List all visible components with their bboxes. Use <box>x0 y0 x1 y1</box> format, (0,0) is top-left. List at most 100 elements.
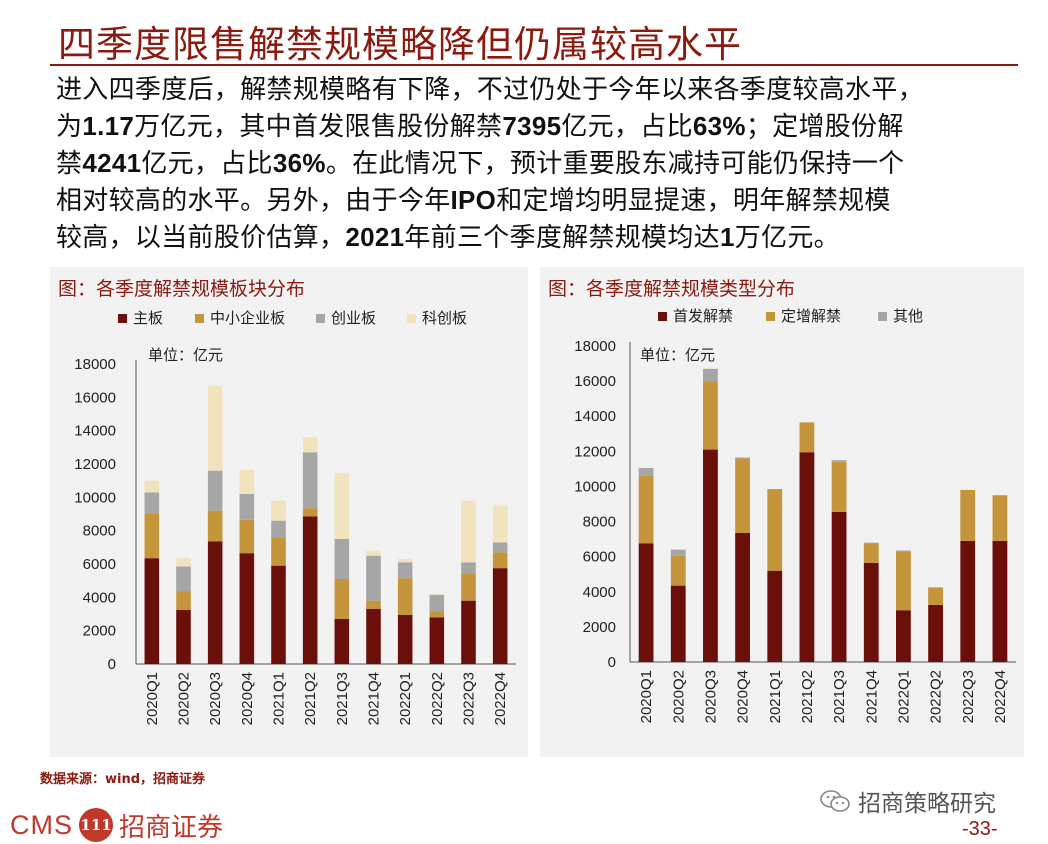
summary-line-2: 为1.17万亿元，其中首发限售股份解禁7395亿元，占比63%；定增股份解 <box>56 108 1026 145</box>
bar-segment <box>239 553 255 664</box>
x-tick-label: 2022Q3 <box>461 672 478 725</box>
bar-segment <box>960 540 976 662</box>
y-tick-label: 6000 <box>583 549 616 566</box>
text-run: 亿元，占比 <box>561 112 693 142</box>
page-title: 四季度限售解禁规模略降但仍属较高水平 <box>58 23 742 66</box>
bar-segment <box>863 562 879 662</box>
highlight-number: 2021 <box>345 222 405 252</box>
bar-segment <box>302 516 318 664</box>
y-tick-label: 16000 <box>574 373 616 390</box>
wechat-account-name: 招商策略研究 <box>858 791 996 817</box>
x-tick-label: 2021Q2 <box>302 672 319 725</box>
bar-segment <box>366 555 381 601</box>
bar-segment <box>928 587 943 605</box>
bar-segment <box>831 460 847 462</box>
x-tick-label: 2022Q2 <box>928 670 945 723</box>
bar-segment <box>207 385 223 471</box>
wechat-icon <box>820 789 850 813</box>
x-tick-label: 2020Q4 <box>735 670 752 723</box>
y-tick-label: 10000 <box>74 489 116 506</box>
bar-segment <box>144 514 160 559</box>
title-divider <box>50 64 1018 66</box>
chart-title: 图：各季度解禁规模类型分布 <box>548 278 795 300</box>
legend-label: 首发解禁 <box>673 307 733 325</box>
text-run: ；定增股份解 <box>745 112 904 142</box>
bar-segment <box>334 473 350 539</box>
bar-segment <box>271 537 286 566</box>
x-tick-label: 2022Q4 <box>492 672 509 725</box>
y-tick-label: 12000 <box>74 456 116 473</box>
x-tick-label: 2022Q1 <box>895 670 912 723</box>
y-tick-label: 0 <box>108 656 116 673</box>
bar-segment <box>207 470 223 511</box>
bar-segment <box>302 508 318 517</box>
highlight-number: 1 <box>719 222 735 252</box>
bar-segment <box>429 611 445 618</box>
chart-title: 图：各季度解禁规模板块分布 <box>58 278 305 300</box>
bar-segment <box>638 543 654 662</box>
bar-segment <box>429 617 445 664</box>
wechat-watermark: 招商策略研究 <box>820 784 996 818</box>
bar-segment <box>863 542 879 544</box>
legend-label: 科创板 <box>422 309 467 327</box>
bar-segment <box>207 510 223 542</box>
bar-segment <box>176 558 191 567</box>
summary-line-5: 较高，以当前股价估算，2021年前三个季度解禁规模均达1万亿元。 <box>56 219 1026 256</box>
bar-segment <box>492 552 508 569</box>
y-tick-label: 18000 <box>74 356 116 373</box>
bar-segment <box>799 452 815 662</box>
bar-segment <box>831 511 847 662</box>
x-tick-label: 2022Q1 <box>397 672 414 725</box>
company-logo: CMS 111 招商证券 <box>10 806 223 844</box>
legend-swatch <box>878 312 887 321</box>
bar-segment <box>366 600 381 609</box>
legend-label: 主板 <box>133 309 163 327</box>
bar-segment <box>461 500 476 563</box>
y-tick-label: 4000 <box>83 589 116 606</box>
legend-swatch <box>316 314 325 323</box>
x-tick-label: 2020Q1 <box>638 670 655 723</box>
bar-segment <box>960 489 976 541</box>
y-tick-label: 14000 <box>574 408 616 425</box>
bar-segment <box>429 594 445 595</box>
x-tick-label: 2021Q4 <box>366 672 383 725</box>
bar-segment <box>461 600 476 664</box>
bar-segment <box>735 457 750 459</box>
legend-label: 其他 <box>893 307 923 325</box>
y-tick-label: 14000 <box>74 423 116 440</box>
legend-swatch <box>195 314 204 323</box>
y-tick-label: 6000 <box>83 556 116 573</box>
bar-segment <box>144 480 160 493</box>
bar-segment <box>670 585 686 662</box>
text-run: 为 <box>56 112 83 142</box>
bar-segment <box>334 579 350 619</box>
bar-segment <box>735 458 750 533</box>
legend-swatch <box>766 312 775 321</box>
bar-segment <box>207 541 223 664</box>
data-source-note: 数据来源：wind，招商证券 <box>40 772 206 787</box>
bar-segment <box>638 475 654 544</box>
text-run: 禁 <box>56 149 83 179</box>
bar-segment <box>334 539 350 579</box>
bar-segment <box>703 449 718 662</box>
bar-segment <box>461 562 476 574</box>
bar-segment <box>461 573 476 601</box>
bar-segment <box>492 542 508 553</box>
bar-segment <box>703 381 718 450</box>
x-tick-label: 2021Q1 <box>767 670 784 723</box>
x-tick-label: 2021Q3 <box>334 672 351 725</box>
bar-segment <box>239 469 255 494</box>
bar-segment <box>176 591 191 610</box>
text-run: 相对较高的水平。另外，由于今年 <box>56 186 451 216</box>
legend-label: 创业板 <box>331 309 376 327</box>
bar-segment <box>366 609 381 664</box>
x-tick-label: 2021Q3 <box>831 670 848 723</box>
bar-segment <box>767 489 783 571</box>
bar-segment <box>492 505 508 543</box>
legend-swatch <box>118 314 127 323</box>
bar-segment <box>302 452 318 509</box>
y-tick-label: 12000 <box>574 443 616 460</box>
bar-segment <box>863 543 879 563</box>
text-run: 年前三个季度解禁规模均达 <box>404 223 720 253</box>
y-tick-label: 2000 <box>583 619 616 636</box>
